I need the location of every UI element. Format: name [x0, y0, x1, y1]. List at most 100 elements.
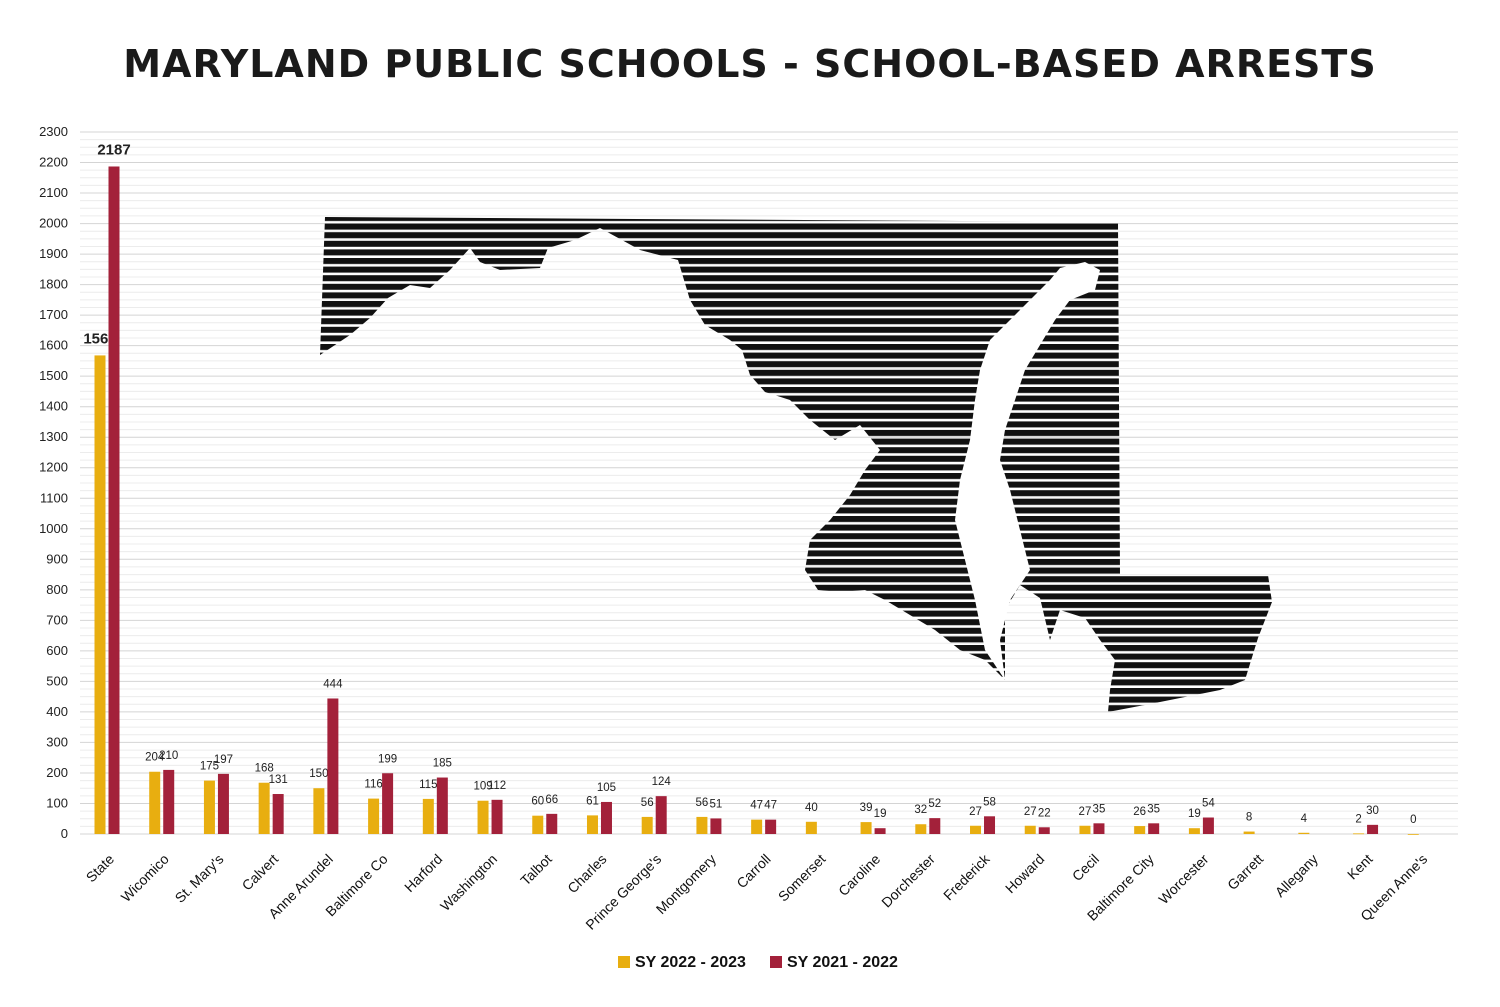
bar-value-label: 51	[710, 798, 723, 810]
bar-value-label: 131	[269, 774, 288, 786]
y-tick-label: 2000	[39, 216, 68, 231]
x-tick-label: Worcester	[1155, 851, 1211, 907]
bar-value-label: 109	[473, 781, 492, 793]
bar-sy2021-2022	[765, 819, 777, 834]
x-tick-label: Garrett	[1224, 851, 1266, 893]
y-tick-label: 2200	[39, 155, 68, 170]
bar-value-label: 47	[764, 800, 777, 812]
bar-sy2022-2023	[1298, 832, 1310, 834]
y-tick-label: 200	[46, 765, 68, 780]
y-tick-label: 2100	[39, 185, 68, 200]
y-tick-label: 300	[46, 734, 68, 749]
bar-value-label: 39	[860, 802, 873, 814]
bar-sy2022-2023	[313, 788, 325, 834]
bar-sy2021-2022	[710, 818, 722, 834]
maryland-map-shape	[320, 217, 1272, 712]
chart-title: MARYLAND PUBLIC SCHOOLS - SCHOOL-BASED A…	[123, 42, 1377, 86]
legend-label: SY 2022 - 2023	[635, 954, 746, 971]
y-tick-label: 1400	[39, 399, 68, 414]
bar-sy2022-2023	[203, 780, 215, 834]
bar-sy2022-2023	[477, 800, 489, 834]
x-tick-label: St. Mary's	[172, 851, 227, 906]
bar-value-label: 35	[1147, 803, 1160, 815]
bar-value-label: 150	[309, 768, 328, 780]
bar-sy2022-2023	[751, 819, 763, 834]
bar-sy2022-2023	[1353, 833, 1365, 835]
legend-swatch	[770, 956, 782, 968]
bar-sy2021-2022	[272, 794, 284, 834]
bar-value-label: 197	[214, 754, 233, 766]
bar-value-label: 210	[159, 750, 178, 762]
bar-sy2022-2023	[1188, 828, 1200, 834]
bar-value-label: 54	[1202, 798, 1215, 810]
bar-value-label: 2187	[97, 141, 130, 158]
bar-value-label: 105	[597, 782, 616, 794]
y-tick-label: 500	[46, 673, 68, 688]
bar-value-label: 35	[1093, 803, 1106, 815]
bar-sy2021-2022	[327, 698, 339, 834]
bar-sy2022-2023	[258, 782, 270, 834]
bar-value-label: 22	[1038, 807, 1051, 819]
bar-value-label: 58	[983, 796, 996, 808]
bar-sy2022-2023	[532, 815, 544, 834]
bar-value-label: 47	[750, 800, 763, 812]
bar-sy2021-2022	[163, 769, 175, 834]
bar-value-label: 0	[1410, 814, 1416, 826]
bar-value-label: 61	[586, 795, 599, 807]
x-tick-label: Calvert	[239, 851, 282, 894]
y-tick-label: 1800	[39, 277, 68, 292]
y-tick-label: 1000	[39, 521, 68, 536]
maryland-map-silhouette	[320, 217, 1272, 712]
y-tick-label: 1300	[39, 429, 68, 444]
bar-value-label: 199	[378, 753, 397, 765]
bar-value-label: 26	[1133, 806, 1146, 818]
bar-sy2021-2022	[984, 816, 996, 834]
bar-sy2021-2022	[1093, 823, 1105, 834]
bar-sy2021-2022	[382, 773, 394, 834]
bar-sy2022-2023	[1079, 825, 1091, 834]
bar-value-label: 56	[641, 797, 654, 809]
bar-value-label: 27	[1079, 806, 1092, 818]
bar-sy2022-2023	[368, 798, 380, 834]
bar-value-label: 4	[1301, 813, 1308, 825]
y-tick-label: 800	[46, 582, 68, 597]
y-axis: 0 100 200 300 400 500 600 700 800 900 1000 1100 1200…	[39, 124, 68, 841]
bar-sy2021-2022	[1148, 823, 1160, 834]
bar-value-label: 40	[805, 802, 818, 814]
x-tick-label: Washington	[437, 851, 500, 914]
bar-sy2021-2022	[655, 796, 667, 834]
y-tick-label: 1500	[39, 368, 68, 383]
bar-value-label: 116	[364, 779, 382, 791]
bar-value-label: 60	[531, 796, 544, 808]
bar-sy2022-2023	[641, 816, 653, 834]
bar-sy2022-2023	[1243, 831, 1255, 834]
bar-value-label: 32	[914, 804, 927, 816]
bar-sy2022-2023	[1134, 826, 1146, 834]
bar-sy2021-2022	[108, 166, 120, 834]
bar-sy2021-2022	[600, 801, 612, 834]
bar-sy2021-2022	[1367, 824, 1379, 834]
bar-sy2021-2022	[436, 777, 448, 834]
x-tick-label: Somerset	[775, 851, 829, 905]
x-tick-label: Frederick	[940, 850, 993, 903]
x-tick-label: Howard	[1002, 851, 1047, 896]
bar-value-label: 30	[1366, 805, 1379, 817]
y-tick-label: 100	[46, 795, 68, 810]
bar-sy2021-2022	[929, 818, 941, 834]
y-tick-label: 1600	[39, 338, 68, 353]
bar-value-label: 204	[145, 752, 165, 764]
bar-value-label: 175	[200, 761, 219, 773]
x-tick-label: Talbot	[517, 851, 555, 889]
bar-sy2021-2022	[491, 799, 503, 834]
bar-value-label: 1568	[83, 330, 116, 347]
bar-value-label: 19	[874, 808, 887, 820]
chesapeake-bay-shape	[955, 262, 1100, 680]
bar-value-label: 444	[323, 678, 343, 690]
bar-sy2022-2023	[696, 816, 708, 834]
y-tick-label: 2300	[39, 124, 68, 139]
bar-value-label: 115	[419, 779, 437, 791]
bar-sy2021-2022	[1202, 817, 1214, 834]
bar-value-label: 168	[255, 763, 274, 775]
